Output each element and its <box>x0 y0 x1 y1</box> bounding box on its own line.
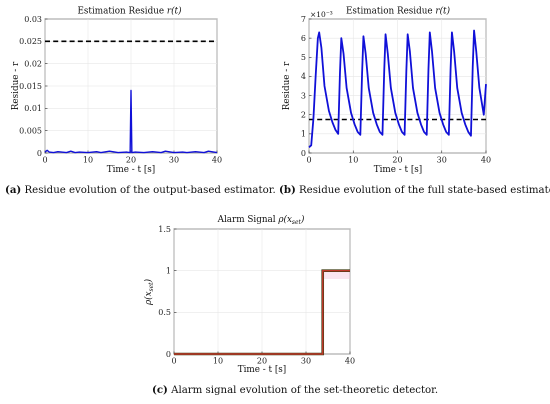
x-tick-label: 40 <box>212 156 222 165</box>
x-tick-label: 10 <box>348 156 358 165</box>
chart-b-y-multiplier: ×10⁻³ <box>310 10 333 19</box>
chart-a: Estimation Residue r(t) 00.0050.010.0150… <box>11 6 222 176</box>
y-tick-label: 1 <box>301 130 306 139</box>
y-tick-label: 4 <box>301 72 306 81</box>
y-tick-label: 3 <box>301 91 306 100</box>
y-tick-label: 0.02 <box>24 59 42 68</box>
x-tick-label: 10 <box>213 357 223 366</box>
chart-a-ylabel: Residue - r <box>11 61 21 110</box>
x-tick-label: 10 <box>83 156 93 165</box>
y-tick-label: 0 <box>37 149 42 158</box>
x-tick-label: 0 <box>306 156 311 165</box>
y-tick-label: 0.5 <box>158 308 171 317</box>
x-tick-label: 20 <box>126 156 136 165</box>
chart-b: Estimation Residue r(t) ×10⁻³ 0 1 2 3 4 5 6 7 0… <box>282 6 491 176</box>
x-tick-label: 40 <box>345 357 355 366</box>
x-tick-label: 0 <box>42 156 47 165</box>
y-tick-label: 0.03 <box>24 15 42 24</box>
y-tick-label: 0.005 <box>19 126 42 135</box>
chart-c-alarm-band <box>322 270 350 279</box>
chart-a-y-ticks: 0 0.005 0.01 0.015 0.02 0.025 0.03 <box>19 15 48 158</box>
x-tick-label: 30 <box>437 156 447 165</box>
chart-b-x-ticks: 0 10 20 30 40 <box>306 150 491 165</box>
chart-b-ylabel: Residue - r <box>282 61 292 110</box>
chart-a-title: Estimation Residue r(t) <box>77 6 182 17</box>
x-tick-label: 30 <box>301 357 311 366</box>
y-tick-label: 0 <box>166 350 171 359</box>
chart-c-title: Alarm Signal ρ(xset) <box>217 214 305 226</box>
caption-a: (a) Residue evolution of the output-base… <box>5 184 276 196</box>
y-tick-label: 0.025 <box>19 37 42 46</box>
x-tick-label: 30 <box>169 156 179 165</box>
chart-b-y-ticks: 0 1 2 3 4 5 6 7 <box>301 15 312 158</box>
y-tick-label: 7 <box>301 15 306 24</box>
chart-b-xlabel: Time - t [s] <box>374 165 423 175</box>
y-tick-label: 6 <box>301 34 306 43</box>
chart-c-ylabel: ρ(xset) <box>143 278 155 306</box>
chart-a-x-ticks: 0 10 20 30 40 <box>42 150 222 165</box>
chart-c-series-line <box>174 269 350 355</box>
y-tick-label: 1 <box>166 266 171 275</box>
y-tick-label: 0 <box>301 149 306 158</box>
y-tick-label: 0.01 <box>24 104 42 113</box>
x-tick-label: 20 <box>257 357 267 366</box>
y-tick-label: 0.015 <box>19 82 42 91</box>
chart-b-title: Estimation Residue r(t) <box>346 6 451 17</box>
chart-c-xlabel: Time - t [s] <box>238 365 287 375</box>
caption-c: (c) Alarm signal evolution of the set-th… <box>152 384 439 396</box>
y-tick-label: 2 <box>301 111 306 120</box>
x-tick-label: 40 <box>481 156 491 165</box>
y-tick-label: 5 <box>301 53 306 62</box>
y-tick-label: 1.5 <box>158 225 171 234</box>
caption-b: (b) Residue evolution of the full state-… <box>279 184 550 196</box>
chart-b-series-line <box>308 29 487 148</box>
x-tick-label: 20 <box>392 156 402 165</box>
chart-a-xlabel: Time - t [s] <box>107 165 156 175</box>
chart-c: Alarm Signal ρ(xset) 00.511.5 0 10 20 30 40 … <box>143 214 355 375</box>
x-tick-label: 0 <box>171 357 176 366</box>
chart-a-series-line <box>44 89 218 154</box>
